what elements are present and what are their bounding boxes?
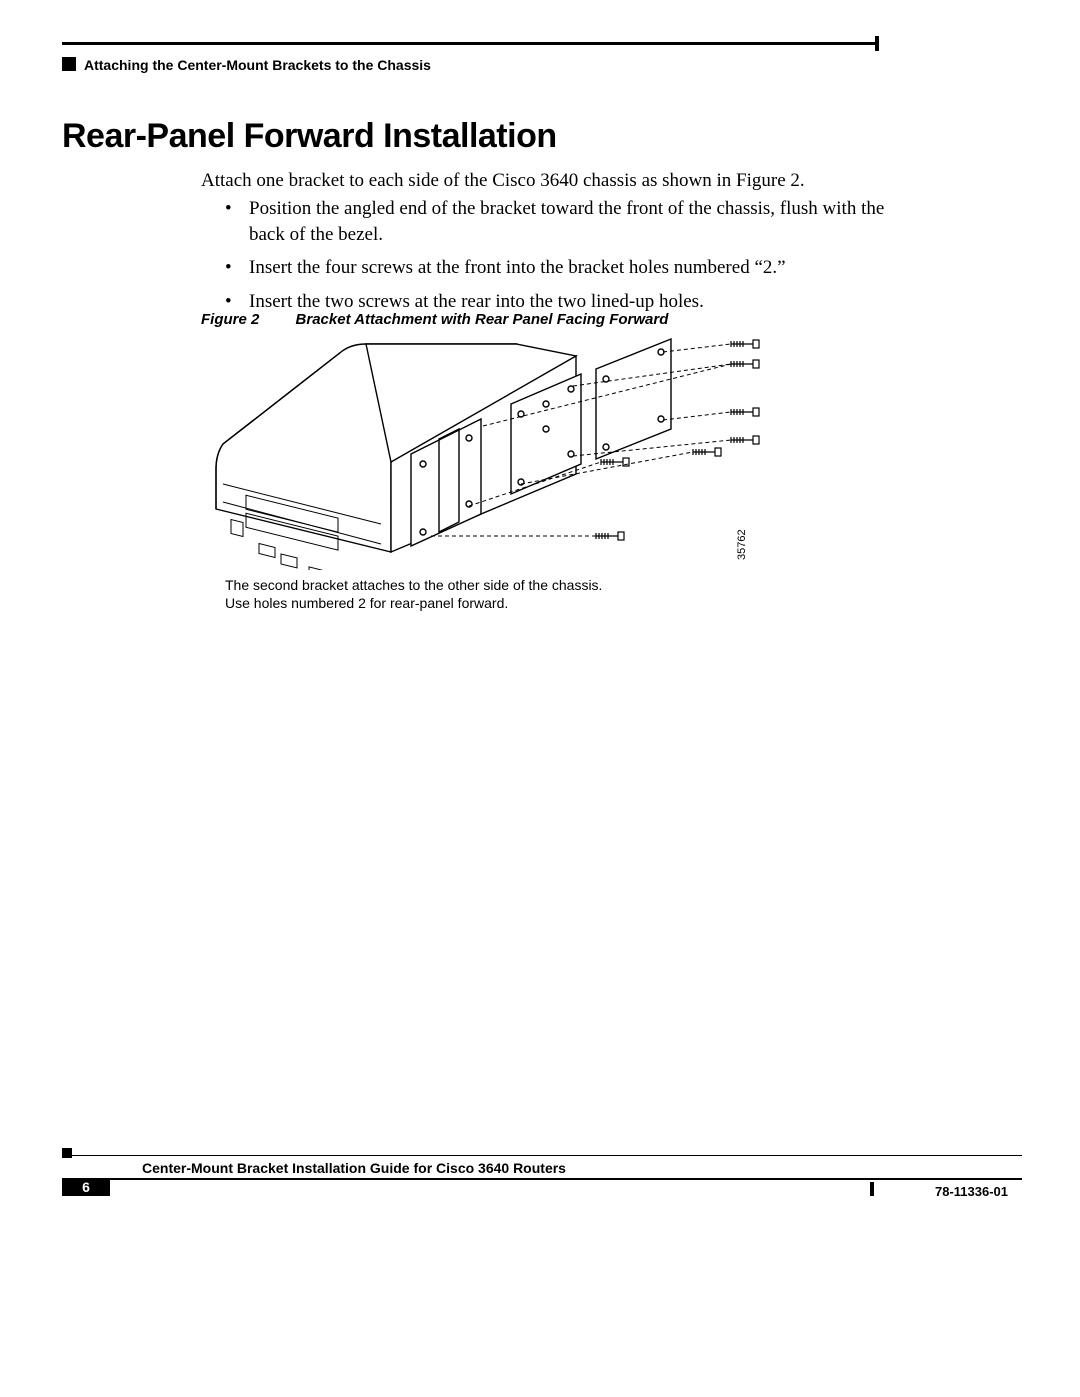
list-item: Position the angled end of the bracket t… — [225, 196, 905, 247]
intro-paragraph: Attach one bracket to each side of the C… — [201, 168, 891, 194]
header-tick-mark — [875, 36, 879, 51]
list-item: Insert the four screws at the front into… — [225, 255, 905, 281]
figure-caption: Figure 2 Bracket Attachment with Rear Pa… — [201, 311, 668, 328]
footer-square-icon — [62, 1148, 72, 1158]
bullet-list: Position the angled end of the bracket t… — [225, 196, 905, 323]
figure-note-line: The second bracket attaches to the other… — [225, 576, 602, 594]
bracket-diagram-icon — [201, 334, 761, 570]
figure-diagram — [201, 334, 761, 570]
footer-doc-title: Center-Mount Bracket Installation Guide … — [142, 1160, 566, 1176]
footer-doc-number: 78-11336-01 — [935, 1184, 1008, 1199]
figure-caption-text: Bracket Attachment with Rear Panel Facin… — [296, 311, 669, 328]
figure-label: Figure 2 — [201, 311, 291, 328]
header-square-icon — [62, 57, 76, 71]
header-rule — [62, 42, 875, 45]
footer-page-number: 6 — [62, 1178, 110, 1196]
figure-note-line: Use holes numbered 2 for rear-panel forw… — [225, 594, 602, 612]
page: Attaching the Center-Mount Brackets to t… — [0, 0, 1080, 1397]
footer-rule-bottom — [110, 1178, 1022, 1180]
figure-note: The second bracket attaches to the other… — [225, 576, 602, 612]
footer-rule-top — [62, 1155, 1022, 1156]
main-heading: Rear-Panel Forward Installation — [62, 117, 557, 156]
figure-image-id: 35762 — [736, 529, 748, 560]
footer-tick-mark — [870, 1182, 874, 1196]
header-section-title: Attaching the Center-Mount Brackets to t… — [84, 57, 431, 73]
